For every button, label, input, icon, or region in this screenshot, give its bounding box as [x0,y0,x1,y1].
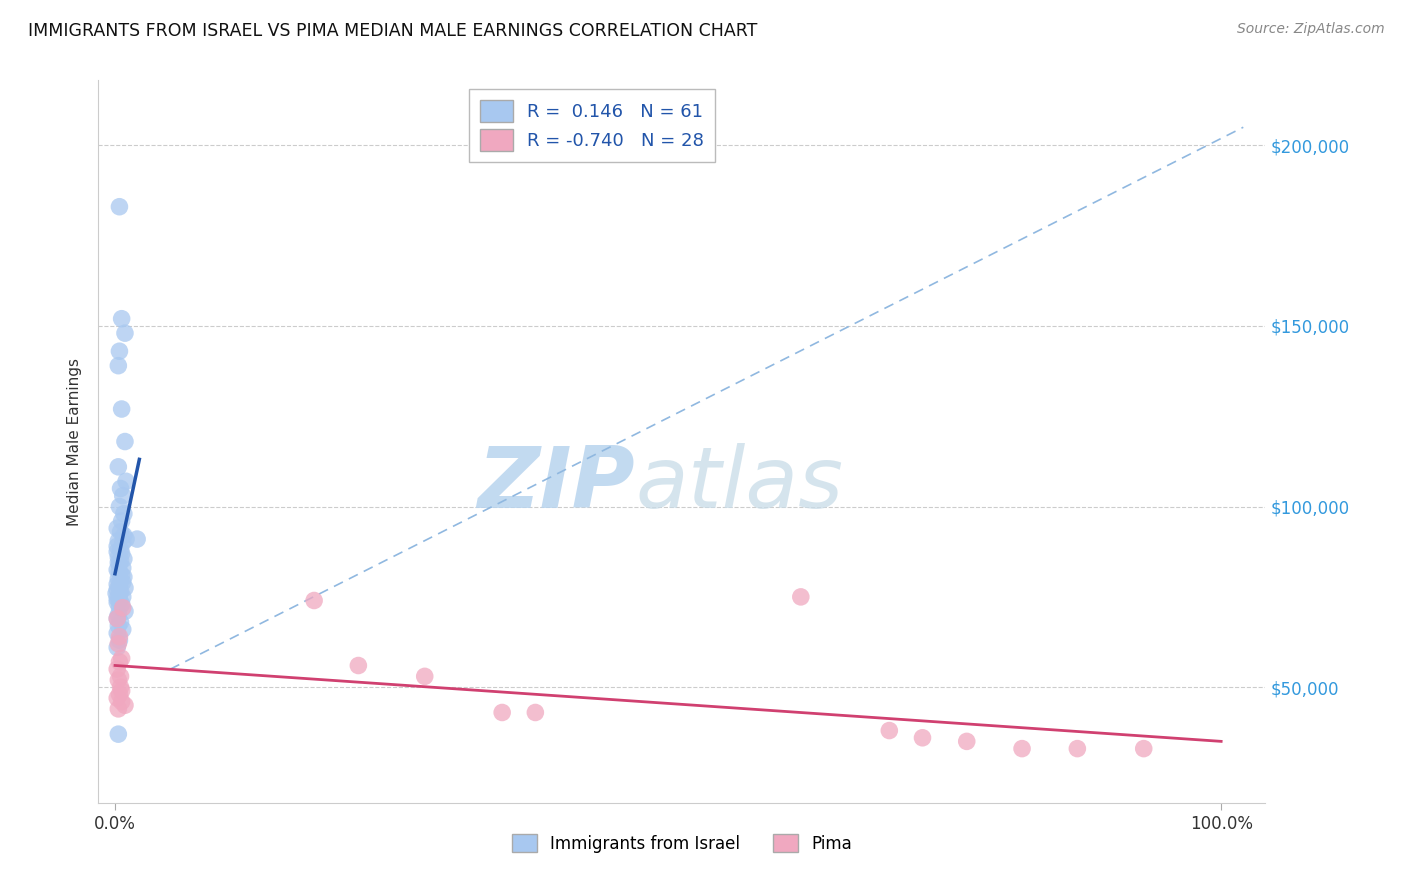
Point [110,542,132,557]
Legend: Immigrants from Israel, Pima: Immigrants from Israel, Pima [505,828,859,860]
Text: atlas: atlas [636,443,844,526]
Point [108,687,131,701]
Point [911,731,934,745]
Point [110,524,132,539]
Point [108,593,131,607]
Point [112,552,135,566]
Point [107,533,129,548]
Point [107,637,129,651]
Point [107,359,129,373]
Point [107,556,129,570]
Point [108,579,131,593]
Point [105,662,128,676]
Point [114,698,136,713]
Point [105,586,128,600]
Point [105,545,128,559]
Point [112,570,135,584]
Point [112,507,135,521]
Point [111,600,134,615]
Point [114,326,136,340]
Point [524,706,547,720]
Point [105,611,128,625]
Point [1066,741,1088,756]
Point [107,727,129,741]
Point [111,683,134,698]
Point [111,547,134,561]
Point [107,702,129,716]
Point [110,615,132,630]
Point [108,588,131,602]
Point [105,640,128,655]
Point [111,575,134,590]
Point [107,459,129,474]
Point [108,565,131,579]
Point [108,500,131,514]
Point [1132,741,1154,756]
Point [115,475,138,489]
Point [108,655,131,669]
Point [105,539,128,553]
Point [115,532,138,546]
Point [413,669,436,683]
Y-axis label: Median Male Earnings: Median Male Earnings [67,358,83,525]
Point [110,482,132,496]
Point [108,600,131,615]
Point [105,595,128,609]
Point [111,623,134,637]
Point [111,311,134,326]
Point [111,568,134,582]
Point [108,344,131,359]
Point [105,577,128,591]
Point [302,593,325,607]
Point [491,706,513,720]
Point [105,582,128,597]
Point [105,591,128,606]
Point [105,626,128,640]
Point [105,611,128,625]
Point [110,584,132,599]
Point [347,658,370,673]
Point [107,607,129,622]
Point [111,489,134,503]
Point [111,514,134,528]
Text: IMMIGRANTS FROM ISRAEL VS PIMA MEDIAN MALE EARNINGS CORRELATION CHART: IMMIGRANTS FROM ISRAEL VS PIMA MEDIAN MA… [28,22,758,40]
Text: ZIP: ZIP [478,443,636,526]
Point [114,581,136,595]
Point [1011,741,1033,756]
Point [110,669,132,683]
Point [107,619,129,633]
Point [105,563,128,577]
Point [879,723,901,738]
Point [114,434,136,449]
Point [108,558,131,572]
Point [105,521,128,535]
Point [107,572,129,586]
Point [111,695,134,709]
Point [111,597,134,611]
Point [111,535,134,549]
Point [956,734,979,748]
Point [114,604,136,618]
Point [111,561,134,575]
Point [127,532,149,546]
Point [110,680,132,694]
Point [112,528,135,542]
Point [111,590,134,604]
Point [107,673,129,687]
Point [108,630,131,644]
Point [108,633,131,648]
Point [108,200,131,214]
Point [107,550,129,565]
Point [110,554,132,568]
Text: Source: ZipAtlas.com: Source: ZipAtlas.com [1237,22,1385,37]
Point [111,402,134,417]
Point [111,651,134,665]
Point [105,691,128,706]
Point [110,574,132,588]
Point [790,590,813,604]
